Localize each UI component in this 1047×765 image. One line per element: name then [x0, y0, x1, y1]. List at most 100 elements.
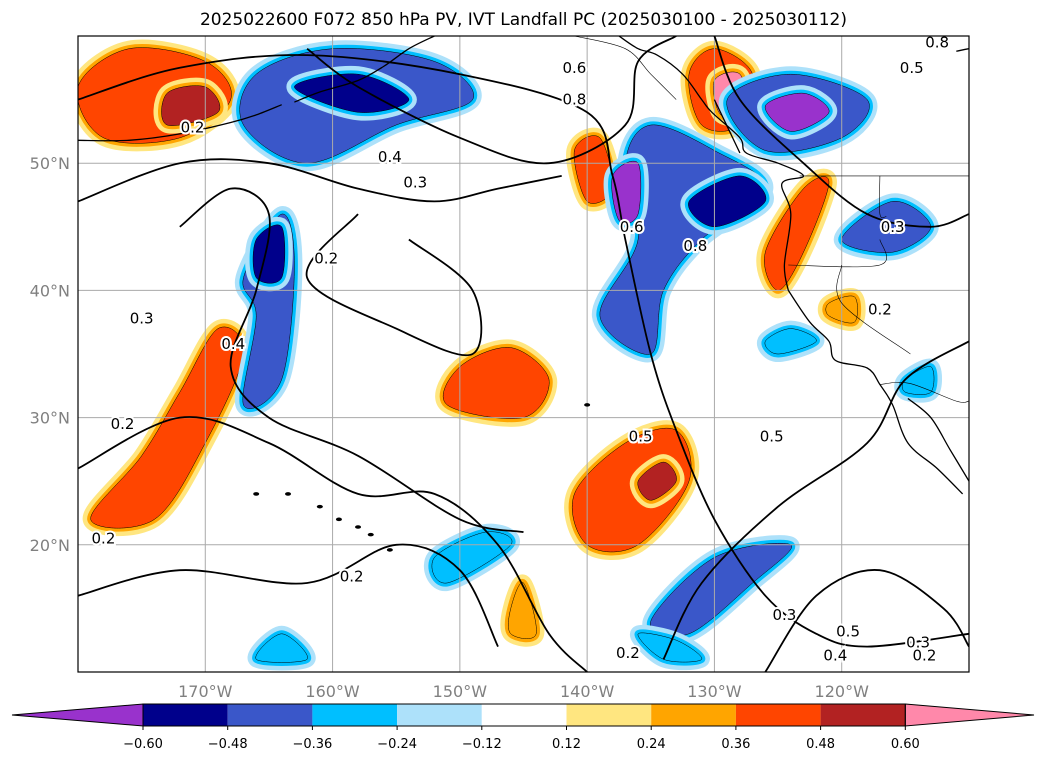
- contour-label-text: 0.4: [221, 335, 245, 353]
- contour-label: 0.2: [911, 644, 939, 666]
- border-line: [788, 239, 887, 268]
- contour-label-text: 0.3: [130, 309, 154, 327]
- contour-label: 0.2: [179, 117, 207, 139]
- contour-label: 0.2: [866, 298, 894, 320]
- colorbar-segment: [397, 704, 482, 726]
- coastline: [78, 104, 282, 142]
- contour-label-text: 0.2: [111, 415, 135, 433]
- lon-tick-label: 160°W: [305, 682, 360, 700]
- contour-label-text: 0.3: [881, 218, 905, 236]
- pv-anomaly-region: [630, 624, 710, 671]
- contour-label: 0.8: [923, 31, 951, 53]
- coastlines-layer: [78, 36, 969, 552]
- colorbar-tick-label: 0.60: [891, 737, 920, 752]
- lon-tick-label: 130°W: [687, 682, 742, 700]
- contour-line: [78, 54, 969, 648]
- coastline: [956, 48, 969, 52]
- contour-line: [179, 187, 524, 533]
- contour-label-text: 0.3: [403, 173, 427, 191]
- map-frame: [77, 35, 970, 673]
- coastline: [294, 36, 435, 103]
- contour-label: 0.3: [401, 171, 429, 193]
- colorbar-extend-low: [11, 703, 144, 727]
- colorbar-tick-labels: −0.60 −0.48 −0.36 −0.24 −0.12 0.12 0.24 0.36 0.4…: [123, 737, 920, 752]
- contour-label: 0.3: [128, 307, 156, 329]
- pv-anomaly-region: [756, 320, 825, 362]
- pv-shading-layer: [78, 39, 943, 671]
- contour-line: [764, 569, 969, 672]
- colorbar-extend-high: [904, 703, 1035, 727]
- contour-label: 0.3: [904, 632, 932, 654]
- colorbar-segment: [481, 704, 567, 726]
- contour-label: 0.6: [560, 57, 588, 79]
- contour-label-text: 0.6: [620, 218, 644, 236]
- lon-tick-label: 150°W: [433, 682, 488, 700]
- contour-label-text: 0.2: [92, 529, 116, 547]
- contour-line: [306, 36, 677, 165]
- island-mark: [316, 504, 323, 509]
- colorbar-tick-label: −0.24: [377, 737, 417, 752]
- pv-anomaly-region: [894, 358, 943, 403]
- lat-tick-label: 30°N: [30, 409, 70, 428]
- colorbar-tick-label: −0.12: [462, 737, 502, 752]
- pv-anomaly-region: [817, 287, 866, 331]
- island-mark: [253, 492, 260, 496]
- pv-anomaly-region: [500, 574, 545, 647]
- pv-anomaly-region: [435, 339, 558, 427]
- contour-line: [78, 416, 588, 672]
- colorbar-segment: [312, 704, 398, 726]
- contour-label: 0.2: [312, 248, 340, 270]
- coastline: [713, 99, 741, 154]
- contour-label-text: 0.3: [906, 634, 930, 652]
- colorbar-segment: [735, 704, 821, 726]
- colorbar-tick-label: −0.36: [292, 737, 332, 752]
- contour-label-text: 0.2: [868, 300, 892, 318]
- map-title: 2025022600 F072 850 hPa PV, IVT Landfall…: [199, 10, 847, 30]
- map-figure: 0.20.60.80.40.30.20.30.40.20.20.20.60.80…: [30, 31, 970, 700]
- coastline: [787, 290, 964, 495]
- pv-anomaly-region: [642, 535, 800, 645]
- colorbar-segment: [651, 704, 736, 726]
- colorbar-tick-label: −0.48: [208, 737, 248, 752]
- contour-label: 0.4: [219, 333, 247, 355]
- colorbar-segment: [143, 704, 228, 726]
- contour-lines-layer: [78, 36, 969, 672]
- island-mark: [386, 548, 393, 552]
- contour-label-text: 0.3: [773, 606, 797, 624]
- lon-tick-label: 170°W: [178, 682, 233, 700]
- contour-label: 0.3: [771, 604, 799, 626]
- pv-anomaly-region: [757, 85, 838, 140]
- contour-label-text: 0.4: [378, 148, 402, 166]
- colorbar-segment: [227, 704, 313, 726]
- lat-tick-label: 20°N: [30, 536, 70, 555]
- island-mark: [584, 403, 591, 407]
- colorbar-tick-label: 0.36: [721, 737, 750, 752]
- pv-anomaly-region: [756, 168, 837, 299]
- border-line: [879, 175, 887, 219]
- contour-label: 0.2: [338, 566, 366, 588]
- colorbar-tick-label: 0.12: [552, 737, 581, 752]
- pv-anomaly-region: [680, 167, 774, 235]
- contour-label: 0.2: [109, 413, 137, 435]
- lat-tick-label: 50°N: [30, 154, 70, 173]
- contour-label: 0.6: [618, 216, 646, 238]
- contour-label-text: 0.2: [314, 250, 338, 268]
- contour-label-text: 0.2: [616, 644, 640, 662]
- contour-label-text: 0.8: [562, 91, 586, 109]
- gridlines-layer: [78, 36, 969, 672]
- contour-label-text: 0.5: [900, 59, 924, 77]
- colorbar-segment: [566, 704, 652, 726]
- contour-label-text: 0.5: [629, 428, 653, 446]
- contour-line: [662, 340, 969, 660]
- contour-line: [78, 543, 499, 647]
- contour-label-text: 0.5: [836, 622, 860, 640]
- colorbar-frame: [142, 703, 906, 727]
- island-mark: [355, 525, 362, 529]
- coastline: [907, 397, 969, 482]
- contour-label: 0.8: [560, 89, 588, 111]
- contour-label: 0.5: [898, 57, 926, 79]
- contour-labels-layer: 0.20.60.80.40.30.20.30.40.20.20.20.60.80…: [90, 31, 952, 666]
- contour-label: 0.5: [834, 620, 862, 642]
- contour-label-text: 0.6: [562, 59, 586, 77]
- lon-tick-label: 120°W: [815, 682, 870, 700]
